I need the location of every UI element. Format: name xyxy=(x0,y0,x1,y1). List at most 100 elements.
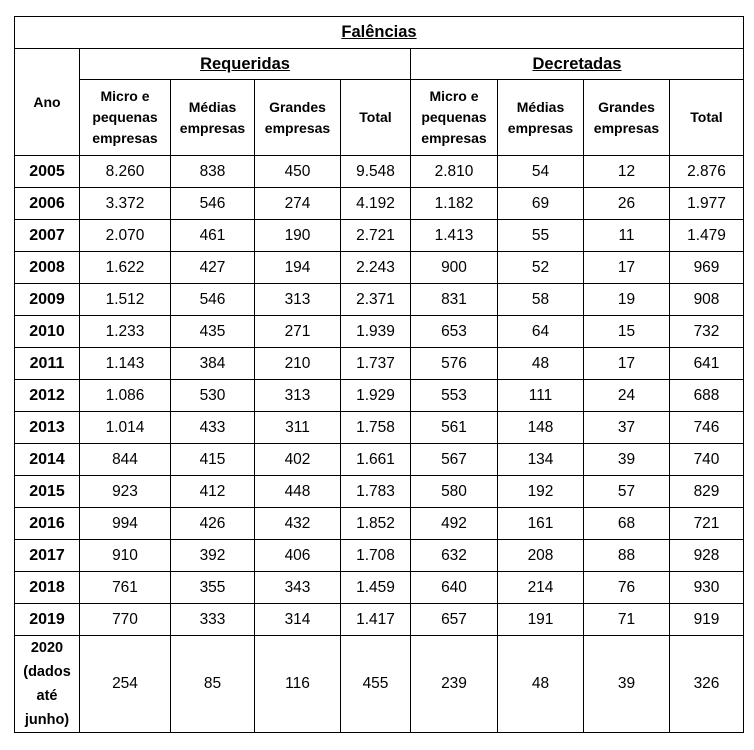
cell-dec-grandes: 39 xyxy=(583,635,670,733)
cell-req-medias: 384 xyxy=(170,347,255,380)
cell-req-medias: 838 xyxy=(170,155,255,188)
header-req-total: Total xyxy=(340,79,411,156)
header-req-grandes: Grandes empresas xyxy=(254,79,341,156)
cell-req-medias: 435 xyxy=(170,315,255,348)
cell-dec-grandes: 17 xyxy=(583,347,670,380)
cell-dec-total: 969 xyxy=(669,251,744,284)
cell-dec-medias: 111 xyxy=(497,379,584,412)
group-requeridas-label: Requeridas xyxy=(200,54,290,73)
cell-dec-micro: 580 xyxy=(410,475,498,508)
cell-req-grandes: 313 xyxy=(254,379,341,412)
cell-year: 2007 xyxy=(14,219,80,252)
cell-req-grandes: 271 xyxy=(254,315,341,348)
cell-dec-medias: 208 xyxy=(497,539,584,572)
cell-year: 2006 xyxy=(14,187,80,220)
cell-req-total: 1.708 xyxy=(340,539,411,572)
cell-req-grandes: 190 xyxy=(254,219,341,252)
title-text: Falências xyxy=(341,23,417,41)
cell-dec-total: 326 xyxy=(669,635,744,733)
cell-req-total: 1.929 xyxy=(340,379,411,412)
cell-dec-total: 721 xyxy=(669,507,744,540)
cell-req-micro: 2.070 xyxy=(79,219,171,252)
cell-year: 2014 xyxy=(14,443,80,476)
cell-dec-grandes: 11 xyxy=(583,219,670,252)
cell-req-total: 1.783 xyxy=(340,475,411,508)
cell-dec-micro: 653 xyxy=(410,315,498,348)
cell-dec-total: 1.977 xyxy=(669,187,744,220)
cell-req-micro: 994 xyxy=(79,507,171,540)
cell-req-total: 2.371 xyxy=(340,283,411,316)
cell-dec-total: 928 xyxy=(669,539,744,572)
cell-year: 2013 xyxy=(14,411,80,444)
cell-req-micro: 910 xyxy=(79,539,171,572)
cell-req-total: 2.721 xyxy=(340,219,411,252)
cell-req-total: 1.737 xyxy=(340,347,411,380)
group-requeridas: Requeridas xyxy=(79,48,411,80)
cell-dec-grandes: 37 xyxy=(583,411,670,444)
cell-dec-micro: 1.182 xyxy=(410,187,498,220)
cell-dec-micro: 492 xyxy=(410,507,498,540)
falencias-table: Falências Ano Requeridas Decretadas Micr… xyxy=(14,16,744,733)
cell-dec-total: 688 xyxy=(669,379,744,412)
header-dec-micro: Micro e pequenas empresas xyxy=(410,79,498,156)
cell-dec-medias: 64 xyxy=(497,315,584,348)
cell-req-total: 2.243 xyxy=(340,251,411,284)
cell-year: 2009 xyxy=(14,283,80,316)
cell-year: 2011 xyxy=(14,347,80,380)
table-row: 2009 1.512 546 313 2.371 831 58 19 908 xyxy=(14,283,744,316)
cell-req-grandes: 210 xyxy=(254,347,341,380)
table-row: 2019 770 333 314 1.417 657 191 71 919 xyxy=(14,603,744,636)
cell-dec-grandes: 24 xyxy=(583,379,670,412)
cell-req-grandes: 448 xyxy=(254,475,341,508)
group-decretadas: Decretadas xyxy=(410,48,744,80)
cell-dec-total: 919 xyxy=(669,603,744,636)
header-dec-grandes: Grandes empresas xyxy=(583,79,670,156)
cell-req-grandes: 313 xyxy=(254,283,341,316)
cell-req-micro: 3.372 xyxy=(79,187,171,220)
cell-req-medias: 427 xyxy=(170,251,255,284)
cell-req-micro: 1.143 xyxy=(79,347,171,380)
cell-req-total: 9.548 xyxy=(340,155,411,188)
cell-req-total: 1.939 xyxy=(340,315,411,348)
cell-year: 2018 xyxy=(14,571,80,604)
table-row: 2015 923 412 448 1.783 580 192 57 829 xyxy=(14,475,744,508)
cell-year: 2005 xyxy=(14,155,80,188)
group-decretadas-label: Decretadas xyxy=(532,54,622,73)
cell-dec-medias: 69 xyxy=(497,187,584,220)
table-row: 2008 1.622 427 194 2.243 900 52 17 969 xyxy=(14,251,744,284)
cell-dec-medias: 48 xyxy=(497,347,584,380)
table-row: 2018 761 355 343 1.459 640 214 76 930 xyxy=(14,571,744,604)
cell-dec-medias: 54 xyxy=(497,155,584,188)
cell-dec-medias: 55 xyxy=(497,219,584,252)
cell-req-medias: 392 xyxy=(170,539,255,572)
cell-dec-medias: 134 xyxy=(497,443,584,476)
cell-dec-grandes: 39 xyxy=(583,443,670,476)
cell-req-micro: 844 xyxy=(79,443,171,476)
cell-dec-grandes: 12 xyxy=(583,155,670,188)
cell-dec-total: 1.479 xyxy=(669,219,744,252)
table-row: 2017 910 392 406 1.708 632 208 88 928 xyxy=(14,539,744,572)
cell-dec-micro: 1.413 xyxy=(410,219,498,252)
cell-req-grandes: 314 xyxy=(254,603,341,636)
cell-req-medias: 412 xyxy=(170,475,255,508)
cell-dec-total: 829 xyxy=(669,475,744,508)
table-row: 2012 1.086 530 313 1.929 553 111 24 688 xyxy=(14,379,744,412)
cell-dec-medias: 148 xyxy=(497,411,584,444)
cell-req-total: 1.417 xyxy=(340,603,411,636)
table-row: 2011 1.143 384 210 1.737 576 48 17 641 xyxy=(14,347,744,380)
cell-dec-micro: 831 xyxy=(410,283,498,316)
cell-req-total: 1.758 xyxy=(340,411,411,444)
header-dec-total: Total xyxy=(669,79,744,156)
table-row: 2006 3.372 546 274 4.192 1.182 69 26 1.977 xyxy=(14,187,744,220)
cell-req-grandes: 116 xyxy=(254,635,341,733)
cell-req-grandes: 450 xyxy=(254,155,341,188)
table-row: 2016 994 426 432 1.852 492 161 68 721 xyxy=(14,507,744,540)
table-row: 2014 844 415 402 1.661 567 134 39 740 xyxy=(14,443,744,476)
cell-dec-micro: 561 xyxy=(410,411,498,444)
cell-req-micro: 1.233 xyxy=(79,315,171,348)
cell-req-grandes: 194 xyxy=(254,251,341,284)
table-row: 2013 1.014 433 311 1.758 561 148 37 746 xyxy=(14,411,744,444)
cell-req-micro: 8.260 xyxy=(79,155,171,188)
cell-dec-medias: 191 xyxy=(497,603,584,636)
table-body: 2005 8.260 838 450 9.548 2.810 54 12 2.876 2006 3.… xyxy=(14,155,744,733)
